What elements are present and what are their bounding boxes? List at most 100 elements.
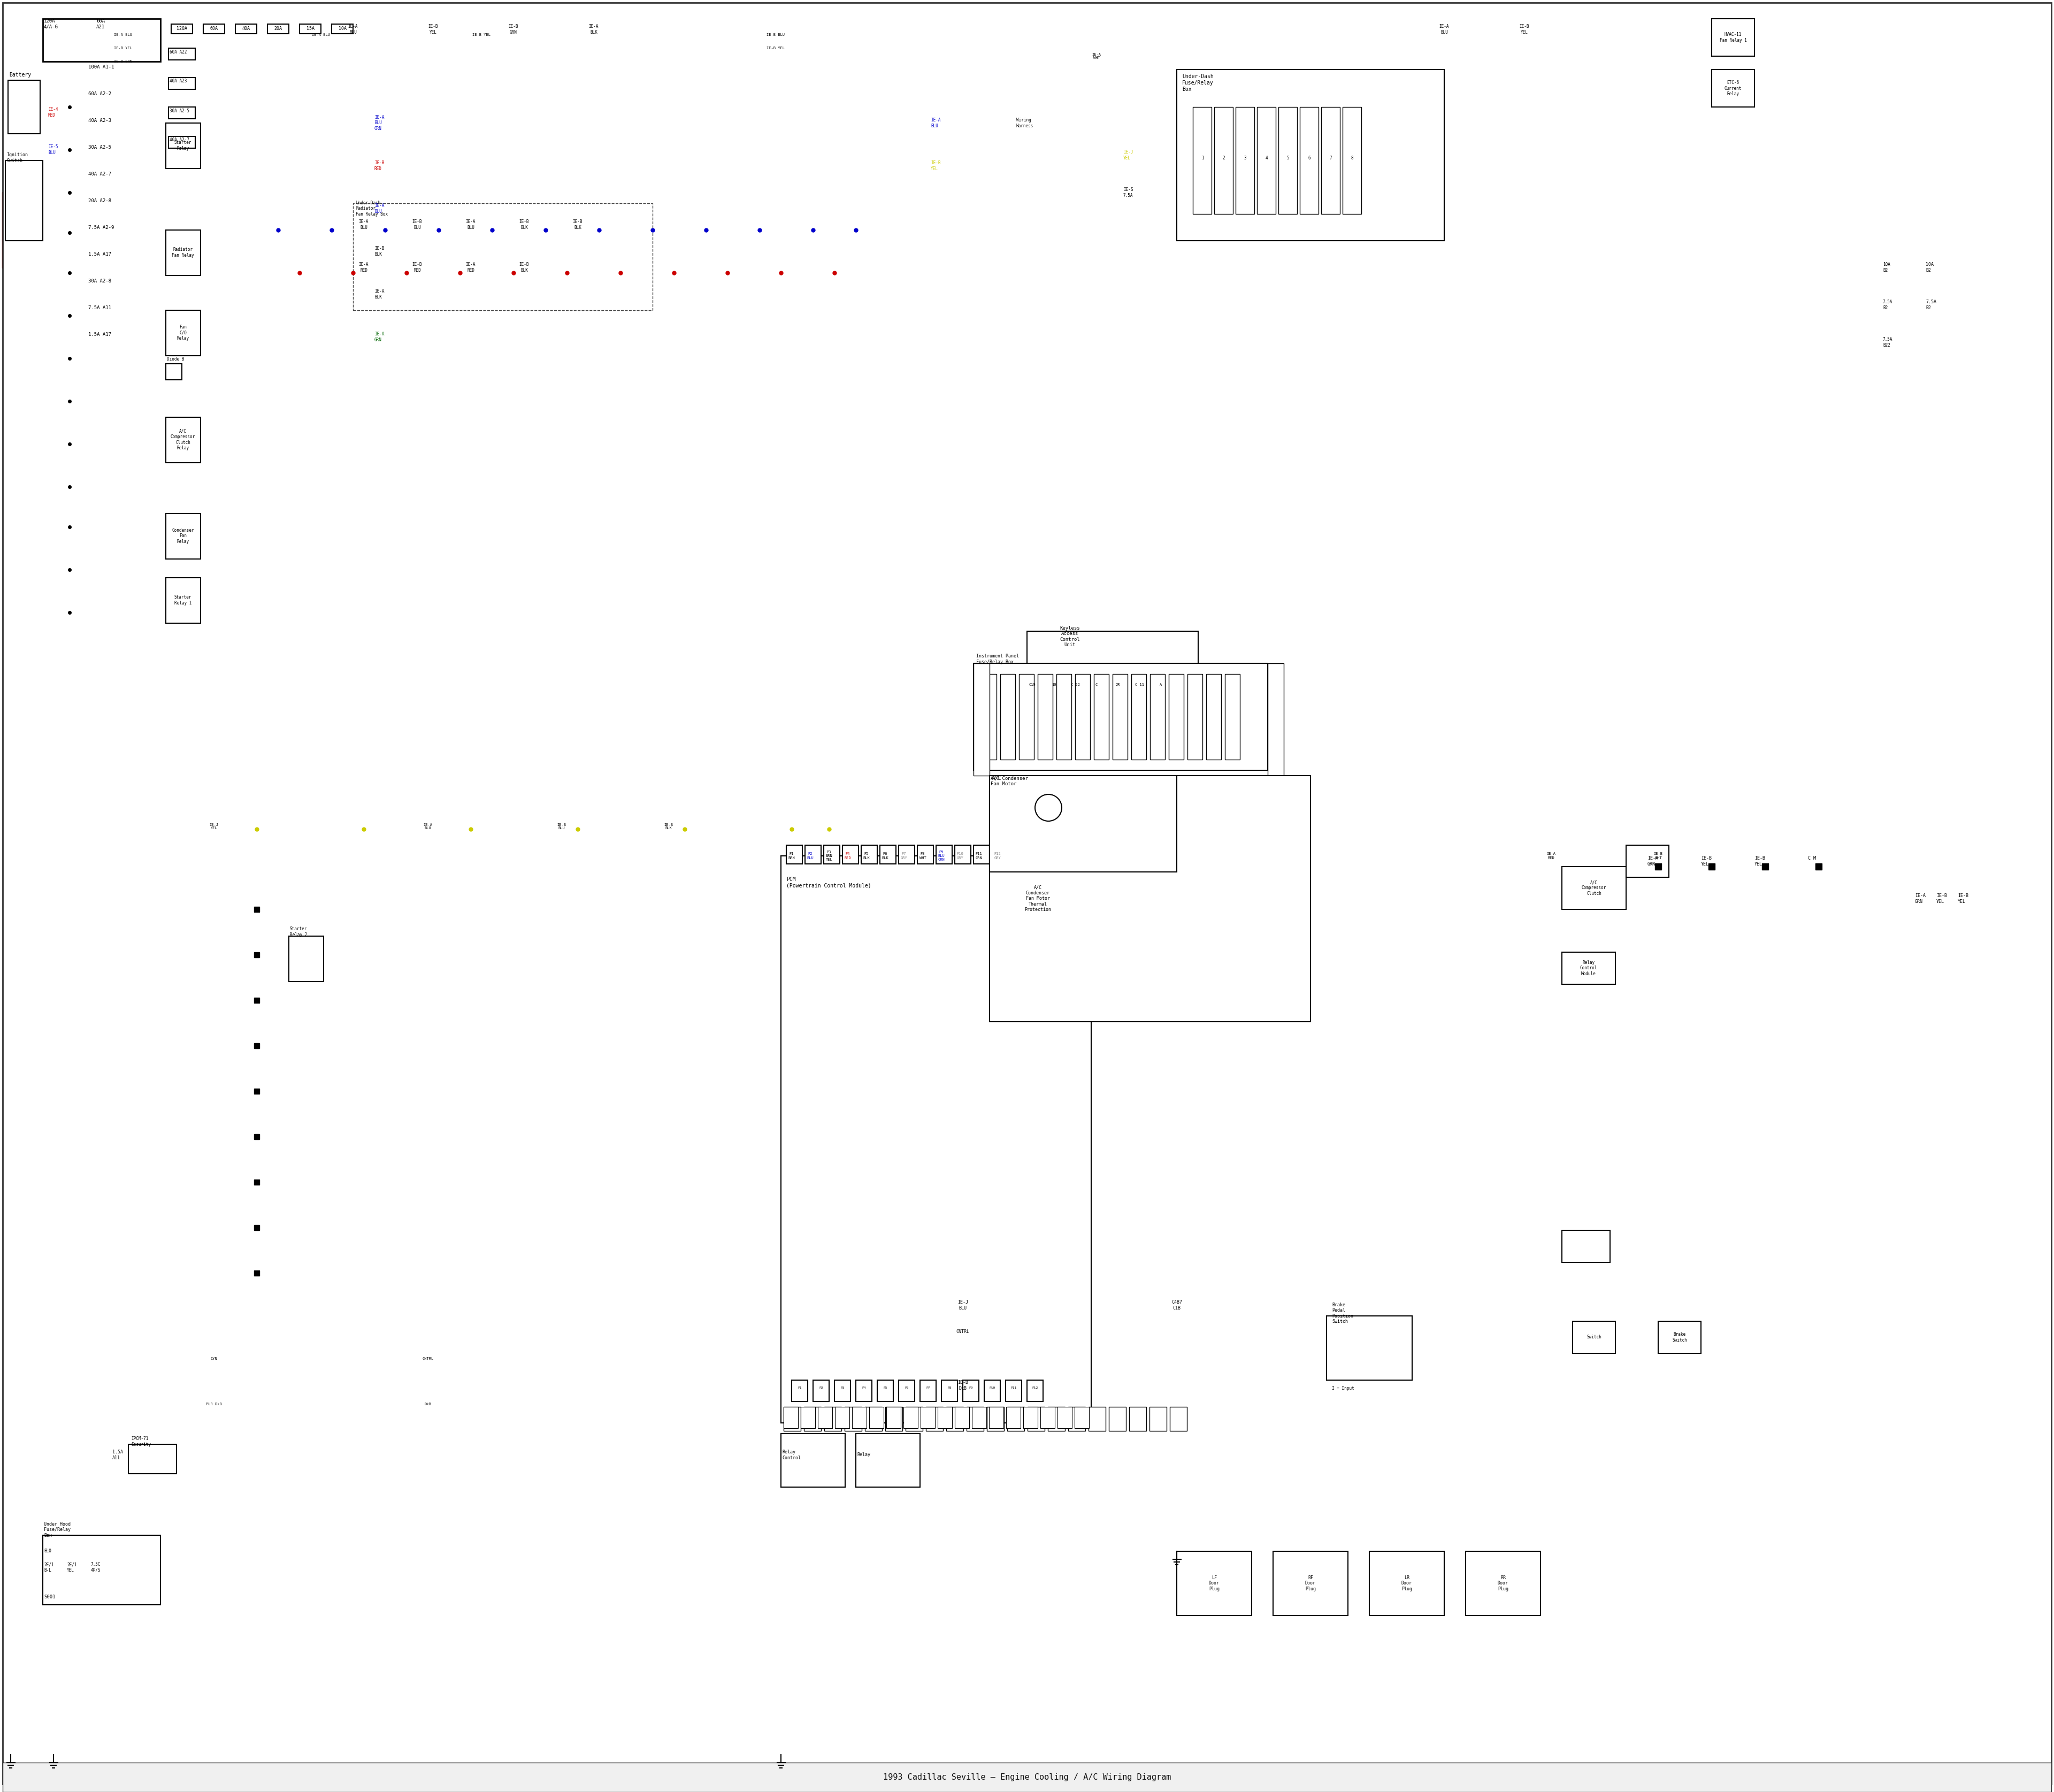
Bar [1000, 674, 1015, 760]
Bar [1068, 1407, 1085, 1432]
Bar [1711, 70, 1754, 108]
Text: IE-A BLU: IE-A BLU [312, 34, 331, 36]
Text: 7.5A
B2: 7.5A B2 [1927, 299, 1937, 310]
Text: PCM
(Powertrain Control Module): PCM (Powertrain Control Module) [787, 876, 871, 889]
Text: Switch: Switch [1586, 1335, 1602, 1340]
Text: IE-B
BLK: IE-B BLK [374, 246, 384, 256]
Bar [1467, 1552, 1540, 1615]
Text: Radiator
Fan Relay: Radiator Fan Relay [173, 247, 193, 258]
Text: P8: P8 [947, 1387, 951, 1389]
Text: IE-A BLU: IE-A BLU [113, 34, 131, 36]
Text: IE-A
GRN: IE-A GRN [374, 332, 384, 342]
Text: 2R: 2R [1115, 683, 1119, 686]
Bar [166, 514, 201, 559]
Text: 20A A2-8: 20A A2-8 [88, 199, 111, 202]
Bar [844, 1407, 863, 1432]
Bar [939, 1407, 953, 1428]
Bar [865, 1407, 881, 1432]
Bar [824, 1407, 842, 1432]
Text: IE-A
GRN: IE-A GRN [1914, 894, 1927, 903]
Bar [1257, 108, 1276, 213]
Bar [290, 935, 325, 982]
Text: IE-A
BLU: IE-A BLU [1440, 25, 1450, 34]
Bar [1237, 108, 1255, 213]
Text: P6
BLK: P6 BLK [881, 853, 889, 860]
Text: 100A A1-1: 100A A1-1 [88, 65, 115, 70]
Text: 10: 10 [1052, 683, 1056, 686]
Text: IE-A
RED: IE-A RED [1547, 853, 1555, 860]
Text: IE-A
WHT: IE-A WHT [1093, 52, 1101, 59]
Bar [1130, 1407, 1146, 1432]
Bar [1006, 1407, 1021, 1428]
Text: IE-J
YEL: IE-J YEL [1124, 151, 1134, 159]
Bar [1327, 1315, 1413, 1380]
Text: IE-B
BLK: IE-B BLK [573, 219, 583, 229]
Text: Keyless
Access
Control
Unit: Keyless Access Control Unit [1060, 625, 1080, 647]
Bar [267, 23, 290, 34]
Text: IE-B
BLU: IE-B BLU [557, 823, 567, 830]
Bar [1273, 1552, 1347, 1615]
Text: 1.5A A17: 1.5A A17 [88, 251, 111, 256]
Text: C 11: C 11 [1134, 683, 1144, 686]
Text: 3: 3 [1245, 156, 1247, 159]
Bar [1224, 674, 1241, 760]
Bar [834, 1380, 850, 1401]
Bar [824, 846, 840, 864]
Text: 2E/1
YEL: 2E/1 YEL [68, 1563, 76, 1573]
Text: IE-A
RED: IE-A RED [359, 262, 368, 272]
Text: Brake
Pedal
Position
Switch: Brake Pedal Position Switch [1331, 1303, 1354, 1324]
Bar [168, 77, 195, 90]
Bar [887, 1407, 902, 1428]
Bar [1019, 674, 1033, 760]
Bar [1343, 108, 1362, 213]
Text: Wiring
Harness: Wiring Harness [1017, 118, 1033, 129]
Text: IE-S
7.5A: IE-S 7.5A [1124, 188, 1134, 197]
Text: 4: 4 [1265, 156, 1267, 159]
Bar [1074, 1407, 1089, 1428]
Bar [941, 1380, 957, 1401]
Text: 6: 6 [1308, 156, 1310, 159]
Text: Ignition
Switch: Ignition Switch [6, 152, 29, 163]
Bar [879, 846, 896, 864]
Text: A/C
Compressor
Clutch
Relay: A/C Compressor Clutch Relay [170, 428, 195, 450]
Bar [1177, 70, 1444, 240]
Bar [1006, 1407, 1025, 1432]
Text: 1.5A A17: 1.5A A17 [88, 332, 111, 337]
Text: 40A A2-7: 40A A2-7 [88, 172, 111, 176]
Text: P1: P1 [797, 1387, 801, 1389]
Text: CNTRL: CNTRL [955, 1330, 969, 1335]
Bar [982, 674, 996, 760]
Text: Fan
C/O
Relay: Fan C/O Relay [177, 324, 189, 340]
Bar [974, 846, 990, 864]
Text: IE-A
BLU: IE-A BLU [359, 219, 368, 229]
Text: IE-A
GRN: IE-A GRN [1647, 857, 1658, 866]
Bar [8, 81, 41, 134]
Bar [1056, 674, 1072, 760]
Bar [43, 18, 160, 61]
Text: IE-A
BLU: IE-A BLU [466, 219, 477, 229]
Text: IE-A
BLU: IE-A BLU [930, 118, 941, 129]
Bar [963, 1380, 980, 1401]
Text: 40A A2-3: 40A A2-3 [88, 118, 111, 124]
Bar [955, 846, 972, 864]
Text: CYN: CYN [212, 1357, 218, 1360]
Text: IE-A
RED: IE-A RED [466, 262, 477, 272]
Text: C: C [1095, 683, 1097, 686]
Text: 10A
B2: 10A B2 [1927, 262, 1933, 272]
Bar [813, 1380, 830, 1401]
Text: IE-B YEL: IE-B YEL [766, 47, 785, 50]
Bar [869, 1407, 883, 1428]
Bar [168, 136, 195, 149]
Text: IE-B BLU: IE-B BLU [766, 34, 785, 36]
Bar [990, 776, 1310, 1021]
Bar [885, 1407, 902, 1432]
Bar [1658, 1321, 1701, 1353]
Bar [1278, 108, 1298, 213]
Bar [918, 846, 933, 864]
Bar [1041, 1407, 1056, 1428]
Text: IE-B
YEL: IE-B YEL [1937, 894, 1947, 903]
Text: A/C
Compressor
Clutch: A/C Compressor Clutch [1582, 880, 1606, 896]
Text: P5: P5 [883, 1387, 887, 1389]
Text: Starter
Relay 2: Starter Relay 2 [290, 926, 308, 937]
Bar [900, 846, 914, 864]
